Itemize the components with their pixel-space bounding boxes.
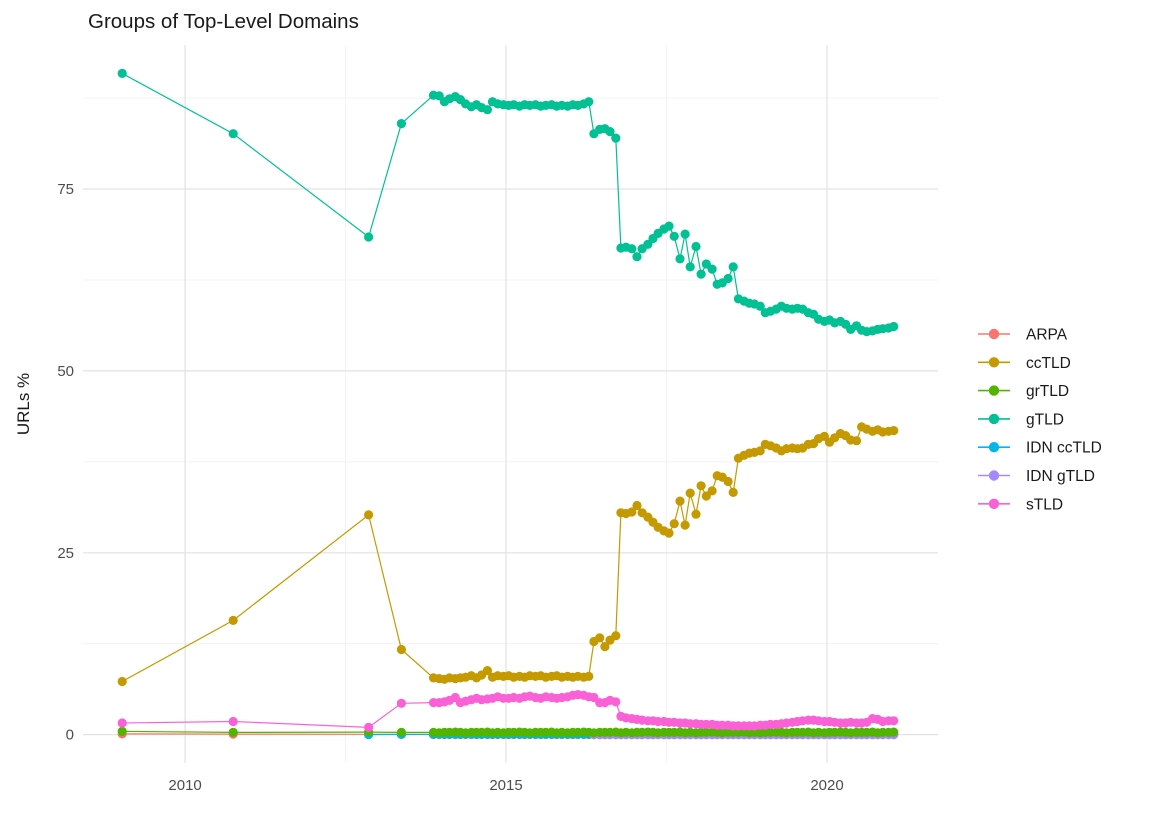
- data-point: [600, 642, 610, 652]
- data-point: [696, 269, 706, 279]
- data-point: [396, 644, 406, 655]
- data-point: [755, 301, 765, 311]
- legend-item-gTLD: gTLD: [978, 411, 1064, 428]
- data-point: [396, 119, 406, 129]
- data-point: [632, 252, 642, 262]
- data-point: [584, 97, 594, 107]
- data-point: [685, 262, 695, 272]
- legend-item-label: ARPA: [1026, 327, 1068, 344]
- data-point: [696, 481, 706, 491]
- data-point: [707, 264, 717, 274]
- data-point: [228, 129, 238, 139]
- x-tick-label: 2020: [810, 777, 843, 794]
- data-point: [685, 488, 695, 498]
- data-point: [728, 487, 738, 497]
- data-point: [584, 671, 594, 682]
- data-point: [605, 127, 615, 137]
- data-point: [117, 676, 127, 687]
- legend-item-label: IDN ccTLD: [1026, 440, 1102, 457]
- series-sTLD: [117, 690, 899, 733]
- data-point: [675, 496, 685, 506]
- series-gTLD: [117, 68, 899, 337]
- data-point: [117, 726, 127, 737]
- data-point: [627, 244, 637, 254]
- data-point: [117, 718, 127, 728]
- series-grTLD: [117, 726, 899, 738]
- legend-item-sTLD: sTLD: [978, 496, 1063, 513]
- y-tick-label: 75: [57, 181, 74, 198]
- chart-title: Groups of Top-Level Domains: [88, 10, 359, 33]
- y-tick-label: 25: [57, 545, 74, 562]
- series-ccTLD: [117, 422, 899, 687]
- data-point: [396, 698, 406, 708]
- legend-key-dot: [988, 385, 1000, 396]
- data-point: [482, 105, 492, 115]
- data-point: [482, 666, 492, 676]
- x-tick-label: 2015: [489, 777, 522, 794]
- data-point: [611, 697, 621, 707]
- data-point: [364, 722, 374, 733]
- data-point: [851, 436, 862, 446]
- legend-key-dot: [988, 328, 1000, 340]
- legend-item-ccTLD: ccTLD: [978, 355, 1071, 372]
- data-series-layer: [117, 68, 899, 740]
- legend: ARPA ccTLD grTLD gTLD IDN ccTLD IDN gTLD sTLD: [978, 327, 1102, 513]
- data-point: [723, 476, 733, 487]
- data-point: [595, 633, 605, 643]
- data-point: [364, 232, 374, 242]
- data-point: [632, 500, 642, 511]
- data-point: [723, 273, 733, 284]
- data-point: [889, 727, 899, 737]
- data-point: [675, 254, 685, 264]
- data-point: [755, 446, 765, 456]
- legend-item-grTLD: grTLD: [978, 383, 1069, 400]
- data-point: [691, 241, 701, 252]
- legend-item-label: IDN gTLD: [1026, 468, 1095, 485]
- legend-key-dot: [988, 470, 1000, 481]
- data-point: [889, 426, 899, 436]
- data-point: [664, 221, 674, 231]
- data-point: [228, 716, 238, 727]
- data-point: [627, 507, 637, 517]
- axis-tick-labels: 2010 2015 2020 0 25 50 75: [57, 181, 843, 794]
- data-point: [117, 68, 127, 78]
- data-point: [707, 486, 717, 496]
- legend-item-label: grTLD: [1026, 383, 1069, 400]
- legend-item-label: gTLD: [1026, 411, 1064, 428]
- y-tick-label: 0: [66, 727, 74, 744]
- data-point: [664, 528, 674, 538]
- legend-key-dot: [988, 357, 1000, 368]
- data-point: [680, 229, 690, 239]
- data-point: [680, 520, 690, 530]
- y-axis-title: URLs %: [14, 373, 33, 435]
- y-tick-label: 50: [57, 363, 74, 380]
- legend-key-dot: [988, 413, 1000, 425]
- data-point: [611, 631, 621, 641]
- data-point: [611, 133, 621, 143]
- x-tick-label: 2010: [168, 777, 201, 794]
- data-point: [396, 727, 406, 738]
- legend-item-ARPA: ARPA: [978, 327, 1068, 344]
- legend-key-dot: [988, 442, 1000, 453]
- data-point: [889, 716, 899, 726]
- data-point: [691, 509, 701, 519]
- data-point: [889, 321, 899, 332]
- gridlines: [83, 45, 938, 763]
- data-point: [228, 727, 238, 738]
- legend-item-label: sTLD: [1026, 496, 1063, 513]
- legend-item-IDN-gTLD: IDN gTLD: [978, 468, 1095, 485]
- data-point: [228, 615, 238, 626]
- legend-item-IDN-ccTLD: IDN ccTLD: [978, 440, 1102, 457]
- data-point: [669, 231, 679, 241]
- data-point: [669, 519, 679, 529]
- legend-item-label: ccTLD: [1026, 355, 1071, 372]
- legend-key-dot: [988, 498, 1000, 509]
- data-point: [728, 262, 738, 272]
- data-point: [364, 510, 374, 520]
